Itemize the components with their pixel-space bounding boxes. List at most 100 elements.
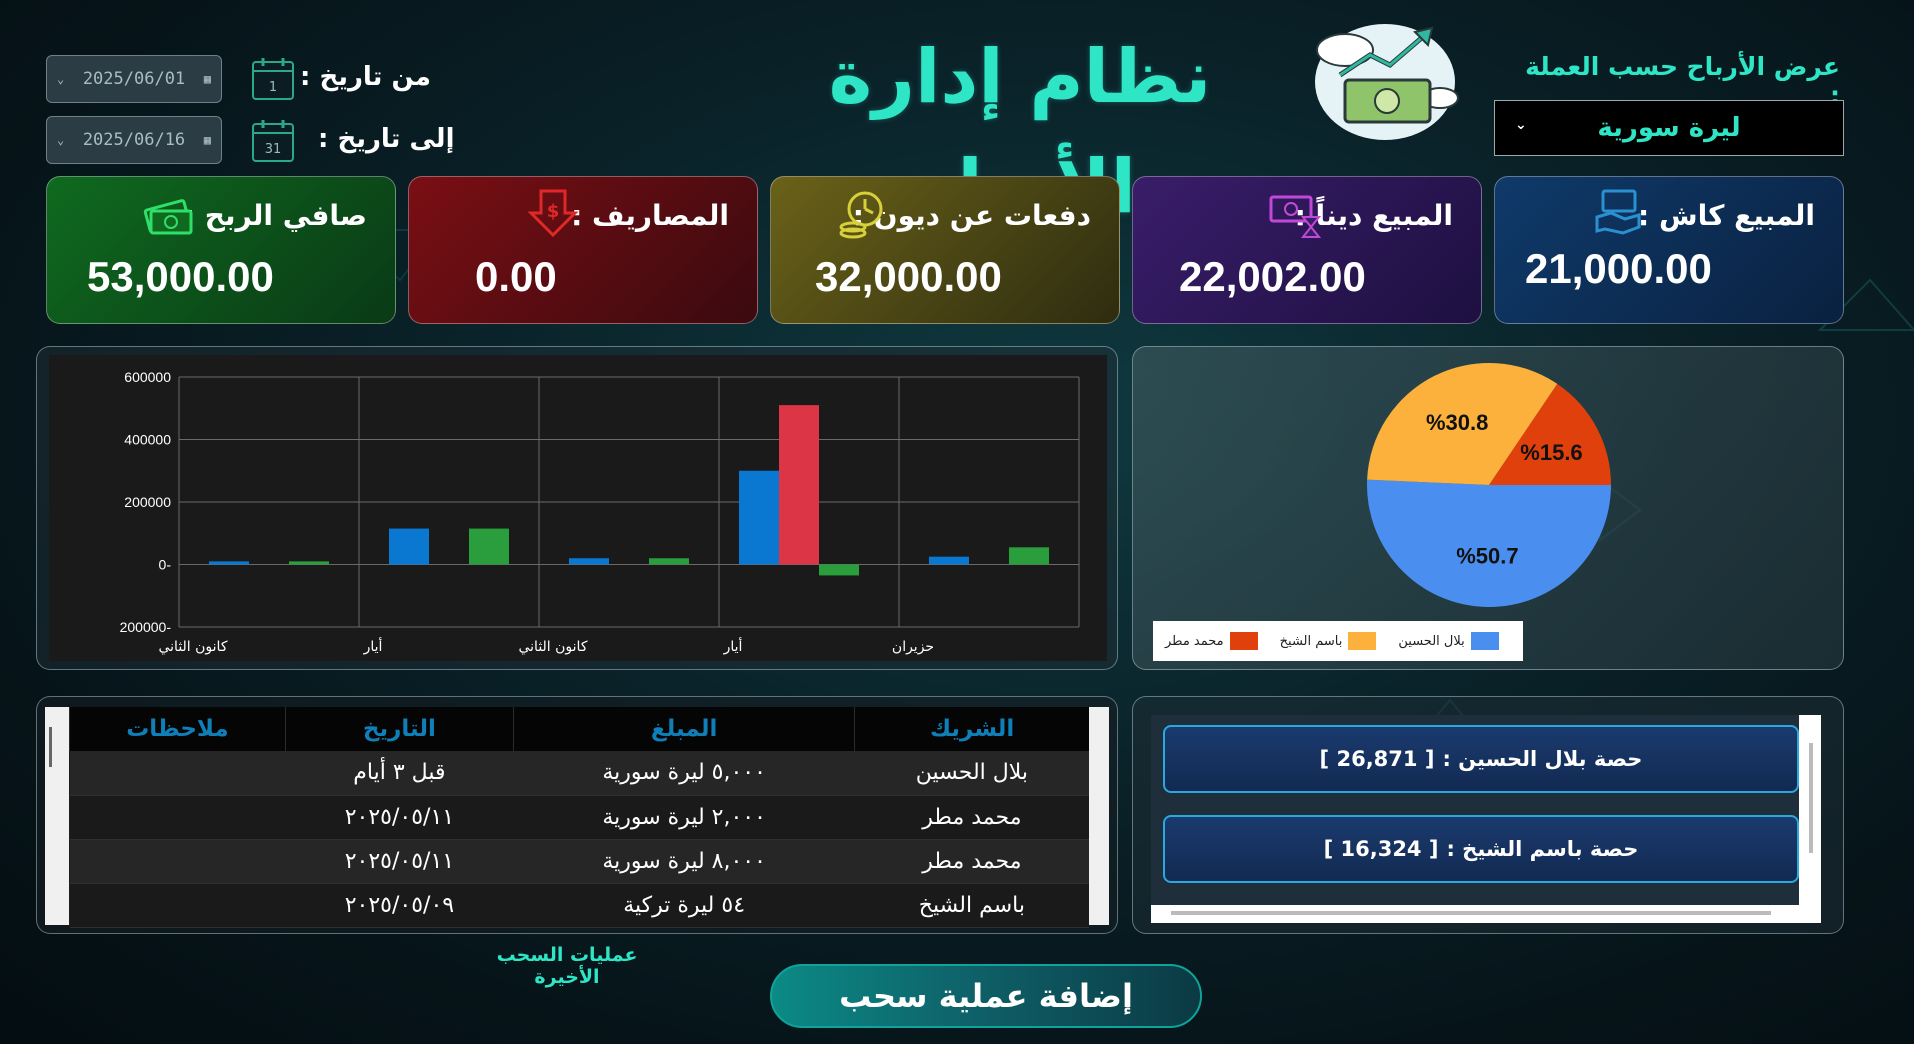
pie-slice[interactable] [1367,479,1611,608]
cell-notes [69,883,286,928]
x-tick-label: كانون الثاني [158,639,227,655]
x-tick-label: أيار [363,637,383,655]
from-date-label: من تاريخ : [300,62,431,92]
bar-green[interactable] [649,558,689,565]
pie-slice[interactable] [1367,363,1558,485]
cell-partner: باسم الشيخ [854,883,1089,928]
dollar-down-icon: $ [527,189,579,238]
withdrawals-table-scroll[interactable]: الشريك المبلغ التاريخ ملاحظات بلال الحسي… [45,707,1109,928]
to-date-value: 2025/06/16 [82,130,186,150]
calendar-icon: 1 [252,58,294,100]
currency-label: عرض الأرباح حسب العملة : [1525,52,1840,110]
credit-sales-card: المبيع ديناً : 22,002.00 [1132,176,1482,324]
share-label: حصة بلال الحسين : [1442,747,1643,771]
legend-label: باسم الشيخ [1279,633,1343,649]
credit-sales-value: 22,002.00 [1179,253,1366,300]
bar-blue[interactable] [739,470,779,565]
table-caption: عمليات السحب الأخيرة [496,944,638,988]
bar-green[interactable] [819,564,859,576]
scrollbar[interactable] [49,727,52,767]
pie-slice[interactable] [1489,383,1611,485]
bar-chart-panel: 600000 400000 200000 0- 200000- كانون الثاني أ… [36,346,1118,670]
calendar-mini-icon: ▦ [203,133,211,147]
table-row[interactable]: باسم الشيخ ٥٤ ليرة تركية ٢٠٢٥/٠٥/٠٩ [69,883,1089,928]
x-tick-label: أيار [723,637,743,655]
coins-clock-icon [839,191,883,239]
net-profit-label: صافي الربح : [183,199,367,232]
legend-label: محمد مطر [1165,633,1224,649]
legend-item: محمد مطر [1165,632,1258,650]
legend-item: باسم الشيخ [1280,632,1377,650]
pie-label: %50.7 [1456,544,1518,569]
bar-green[interactable] [469,528,509,565]
bar-blue[interactable] [569,558,609,565]
cell-partner: محمد مطر [854,795,1089,840]
table-row[interactable]: محمد مطر ٨,٠٠٠ ليرة سورية ٢٠٢٥/٠٥/١١ [69,839,1089,884]
y-tick-label: 200000- [120,619,172,635]
partner-shares-scroll[interactable]: حصة بلال الحسين : [ 26,871 ] حصة باسم ال… [1151,715,1821,923]
net-profit-value: 53,000.00 [87,253,274,300]
cell-date: قبل ٣ أيام [285,751,514,796]
calendar-icon: 31 [252,120,294,162]
legend-item: بلال الحسين [1398,632,1499,650]
pie-chart-panel: %15.6 %50.7 %30.8 بلال الحسين باسم الشيخ م… [1132,346,1844,670]
bar-blue[interactable] [389,528,429,565]
pie-chart: %15.6 %50.7 %30.8 [1367,363,1611,608]
scrollbar[interactable] [1171,911,1771,915]
bar-green[interactable] [1009,547,1049,565]
bar-blue[interactable] [929,556,969,565]
share-button-basem[interactable]: حصة باسم الشيخ : [ 16,324 ] [1163,815,1799,883]
to-date-label: إلى تاريخ : [318,124,455,154]
scrollbar[interactable] [1809,743,1813,853]
partner-shares-panel: حصة بلال الحسين : [ 26,871 ] حصة باسم ال… [1132,696,1844,934]
expenses-label: المصاريف : [571,199,729,232]
debt-payments-label: دفعات عن ديون : [852,199,1091,232]
bar-green[interactable] [289,561,329,565]
cell-partner: محمد مطر [854,839,1089,884]
cell-amount: ٨,٠٠٠ ليرة سورية [513,839,855,884]
share-label: حصة باسم الشيخ : [1446,837,1639,861]
y-tick-label: 600000 [124,369,171,385]
cell-date: ٢٠٢٥/٠٥/٠٩ [285,883,514,928]
to-date-field[interactable]: ⌄ 2025/06/16 ▦ [46,116,222,164]
legend-label: بلال الحسين [1398,633,1465,649]
table-row[interactable]: محمد مطر ٢,٠٠٠ ليرة سورية ٢٠٢٥/٠٥/١١ [69,795,1089,840]
add-withdrawal-button[interactable]: إضافة عملية سحب [770,964,1202,1028]
chevron-down-icon: ⌄ [1515,117,1527,133]
x-tick-label: كانون الثاني [518,639,587,655]
column-header[interactable]: التاريخ [284,707,514,751]
net-profit-card: صافي الربح : 53,000.00 [46,176,396,324]
svg-text:$: $ [547,201,560,222]
expenses-value: 0.00 [475,253,557,300]
credit-sales-label: المبيع ديناً : [1294,199,1453,232]
cell-amount: ٢,٠٠٠ ليرة سورية [513,795,855,840]
cell-notes [69,751,286,796]
calendar-mini-icon: ▦ [203,72,211,86]
withdrawals-table: الشريك المبلغ التاريخ ملاحظات بلال الحسي… [69,707,1089,928]
cell-notes [69,839,286,884]
cash-sales-card: المبيع كاش : 21,000.00 [1494,176,1844,324]
cell-partner: بلال الحسين [854,751,1089,796]
cash-stack-icon [143,199,193,235]
currency-value: ليرة سورية [1597,113,1741,143]
cell-date: ٢٠٢٥/٠٥/١١ [285,795,514,840]
pie-legend: بلال الحسين باسم الشيخ محمد مطر [1153,621,1523,661]
expenses-card: المصاريف : $ 0.00 [408,176,758,324]
bar-red[interactable] [779,405,819,565]
share-value: [ 16,324 ] [1323,837,1439,861]
chevron-down-icon: ⌄ [57,133,65,147]
pie-label: %15.6 [1520,440,1582,465]
column-header[interactable]: ملاحظات [69,707,286,751]
legend-swatch [1348,632,1377,650]
cash-sales-value: 21,000.00 [1525,245,1712,292]
share-button-bilal[interactable]: حصة بلال الحسين : [ 26,871 ] [1163,725,1799,793]
debt-payments-value: 32,000.00 [815,253,1002,300]
column-header[interactable]: الشريك [854,707,1089,751]
bar-chart: 600000 400000 200000 0- 200000- كانون الثاني أ… [120,369,1080,655]
from-date-field[interactable]: ⌄ 2025/06/01 ▦ [46,55,222,103]
y-tick-label: 0- [159,557,172,573]
column-header[interactable]: المبلغ [512,707,855,751]
bar-blue[interactable] [209,561,249,565]
currency-select[interactable]: ⌄ ليرة سورية [1494,100,1844,156]
table-row[interactable]: بلال الحسين ٥,٠٠٠ ليرة سورية قبل ٣ أيام [69,751,1089,796]
